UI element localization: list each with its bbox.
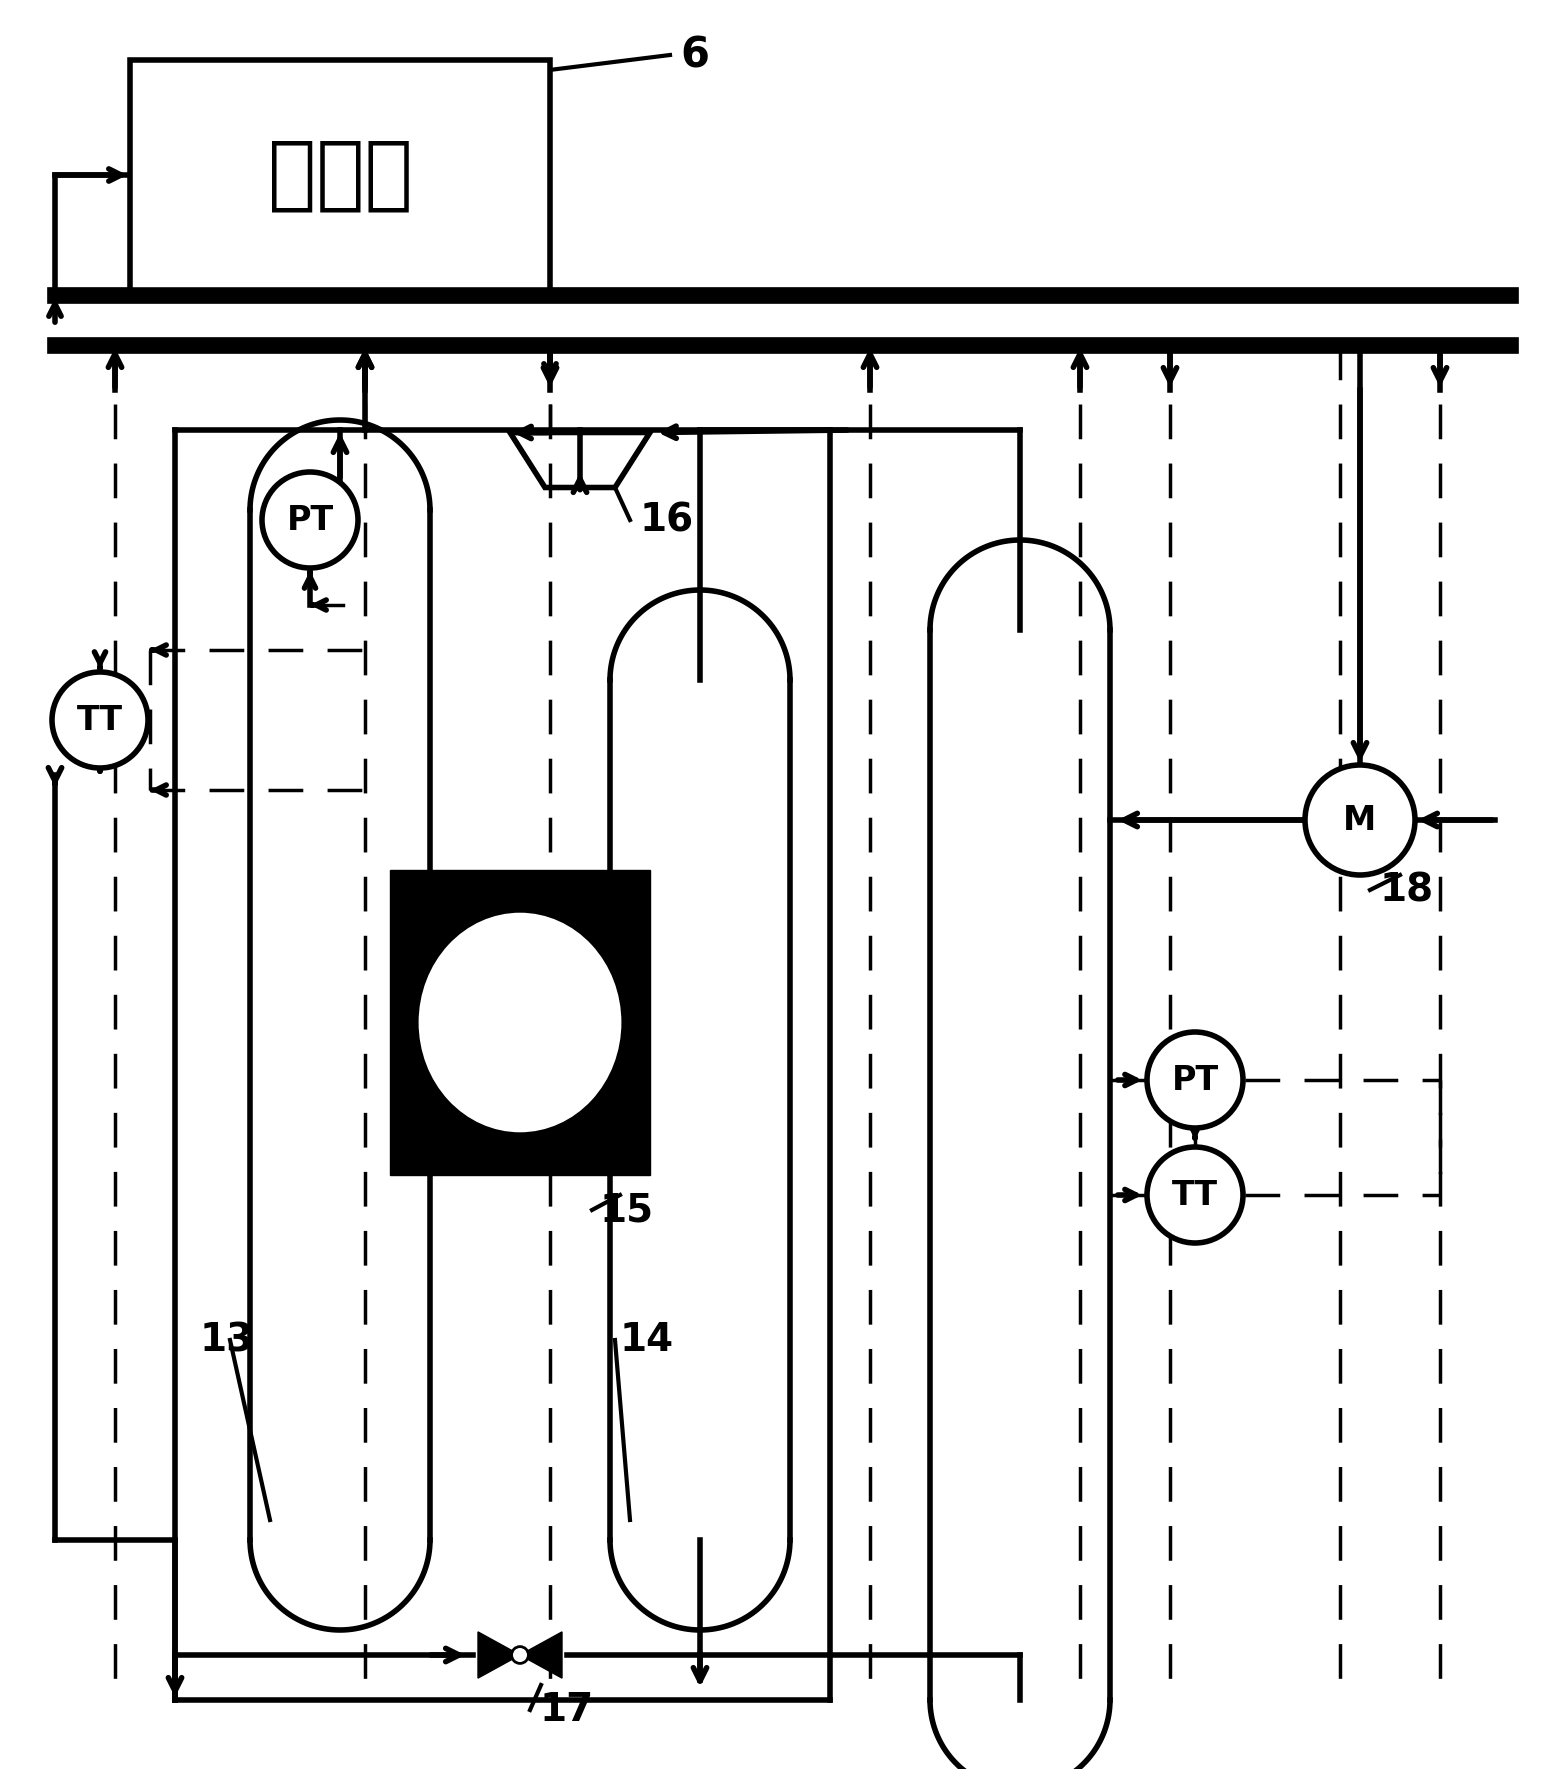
- Text: PT: PT: [286, 504, 334, 536]
- Text: 15: 15: [599, 1191, 654, 1229]
- Text: PT: PT: [1171, 1063, 1219, 1097]
- Text: 18: 18: [1380, 870, 1435, 909]
- Text: TT: TT: [76, 704, 123, 736]
- Polygon shape: [520, 1631, 562, 1679]
- Text: 17: 17: [540, 1691, 595, 1728]
- Polygon shape: [478, 1631, 520, 1679]
- Text: 16: 16: [640, 501, 695, 540]
- Circle shape: [1305, 764, 1414, 876]
- Text: 13: 13: [200, 1321, 254, 1359]
- Circle shape: [1147, 1031, 1243, 1129]
- Text: 6: 6: [681, 34, 709, 76]
- Text: 14: 14: [620, 1321, 674, 1359]
- Circle shape: [52, 672, 148, 768]
- Bar: [130, 60, 549, 290]
- Ellipse shape: [418, 913, 621, 1132]
- Bar: [390, 870, 649, 1175]
- Circle shape: [512, 1647, 529, 1663]
- Text: 上位机: 上位机: [267, 136, 412, 214]
- Text: TT: TT: [1172, 1178, 1218, 1212]
- Text: M: M: [1344, 803, 1377, 837]
- Circle shape: [1147, 1146, 1243, 1244]
- Circle shape: [262, 472, 357, 568]
